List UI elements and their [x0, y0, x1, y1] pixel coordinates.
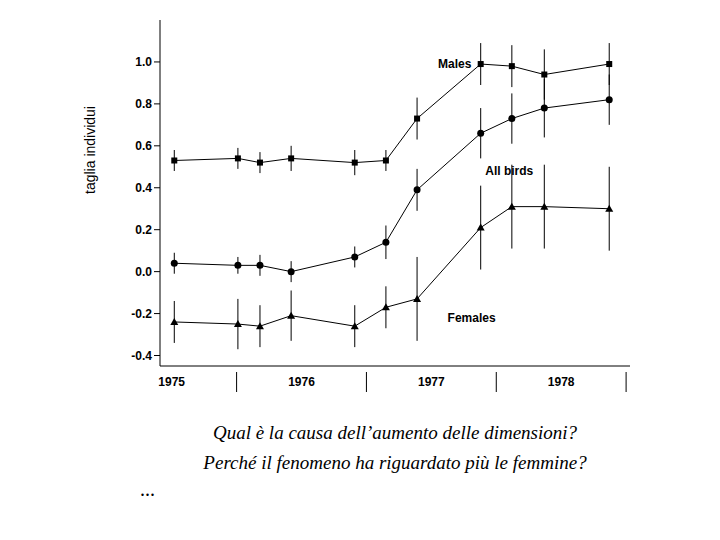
svg-text:0.8: 0.8	[135, 97, 152, 111]
svg-text:0.0: 0.0	[135, 265, 152, 279]
svg-text:0.6: 0.6	[135, 139, 152, 153]
svg-text:-0.4: -0.4	[131, 349, 152, 363]
html-text:taglia individui: taglia individui	[82, 106, 98, 194]
svg-text:Males: Males	[438, 57, 472, 71]
html-text:Perché il fenomeno ha riguarda: Perché il fenomeno ha riguardato più le …	[203, 452, 587, 473]
svg-text:1.0: 1.0	[135, 55, 152, 69]
svg-text:0.4: 0.4	[135, 181, 152, 195]
svg-text:1975: 1975	[158, 375, 185, 389]
svg-text:0.2: 0.2	[135, 223, 152, 237]
html-text:Qual è la causa dell’aumento d: Qual è la causa dell’aumento delle dimen…	[212, 422, 577, 443]
svg-text:1978: 1978	[548, 375, 575, 389]
svg-text:1976: 1976	[288, 375, 315, 389]
svg-text:Females: Females	[448, 311, 496, 325]
svg-text:All birds: All birds	[485, 164, 533, 178]
svg-text:-0.2: -0.2	[131, 307, 152, 321]
svg-text:1977: 1977	[418, 375, 445, 389]
